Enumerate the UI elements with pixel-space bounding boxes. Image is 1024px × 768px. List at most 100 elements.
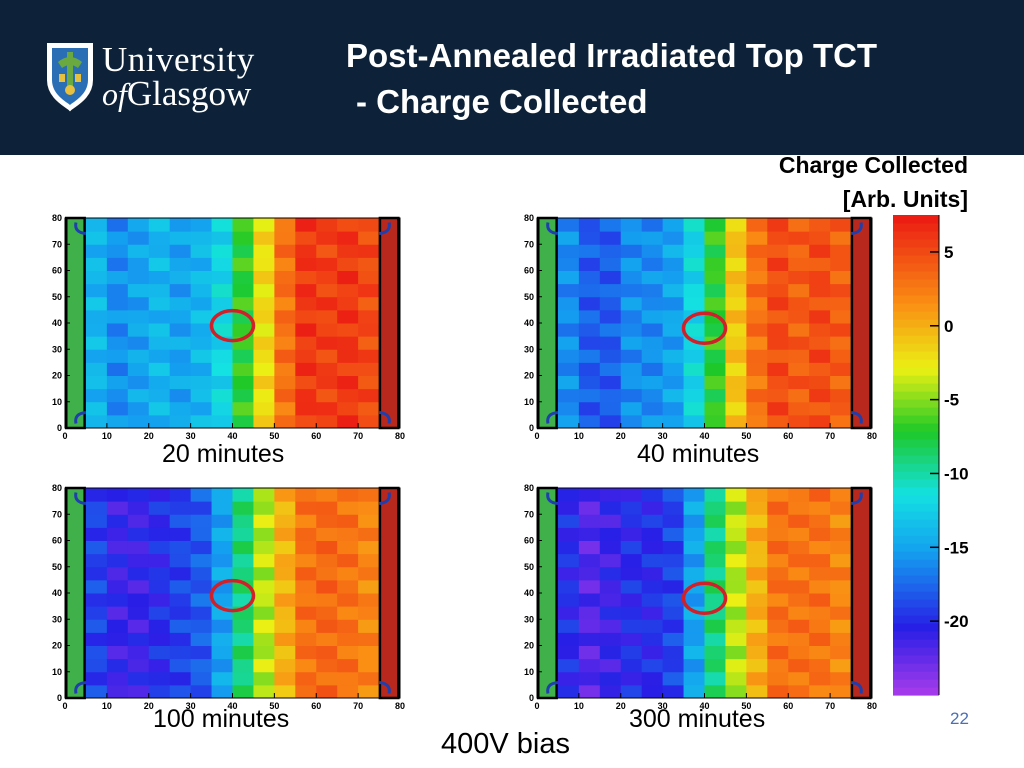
heatmap-cell — [169, 593, 192, 607]
heatmap-cell — [788, 336, 810, 350]
heatmap-cell — [295, 257, 317, 271]
colorbar-step — [893, 639, 939, 648]
heatmap-cell — [316, 375, 338, 390]
heatmap-cell — [190, 257, 213, 271]
heatmap-cell — [704, 632, 726, 646]
heatmap-cell — [85, 270, 108, 285]
heatmap-cell — [767, 309, 789, 324]
heatmap-cell — [830, 671, 852, 686]
heatmap-cell — [620, 593, 643, 607]
heatmap-cell — [85, 257, 108, 271]
heatmap-cell — [253, 323, 275, 337]
heatmap-cell — [211, 645, 233, 660]
heatmap-cell — [599, 244, 622, 258]
heatmap-cell — [620, 658, 643, 673]
heatmap-cell — [767, 257, 789, 271]
heatmap-cell — [620, 349, 643, 363]
x-tick-label: 40 — [699, 431, 709, 441]
heatmap-cell — [295, 540, 317, 555]
heatmap-cell — [85, 579, 108, 594]
heatmap-cell — [148, 527, 171, 541]
heatmap-cell — [746, 527, 768, 541]
heatmap-cell — [190, 632, 213, 646]
heatmap-cell — [106, 349, 129, 363]
heatmap-cell — [683, 323, 705, 337]
colorbar-step — [893, 407, 939, 416]
heatmap-cell — [830, 658, 852, 673]
heatmap-cell — [767, 414, 789, 429]
heatmap-cell — [599, 619, 622, 633]
heatmap-cell — [599, 606, 622, 620]
heatmap-cell — [662, 501, 685, 515]
heatmap-cell — [337, 579, 359, 594]
heatmap-cell — [599, 553, 622, 568]
heatmap-cell — [274, 257, 296, 271]
heatmap-cell — [190, 540, 213, 555]
heatmap-cell — [358, 606, 380, 620]
heatmap-cell — [295, 388, 317, 403]
heatmap-cell — [190, 658, 213, 673]
heatmap-cell — [169, 323, 192, 337]
heatmap-cell — [557, 527, 580, 541]
heatmap-cell — [746, 514, 768, 528]
x-tick-label: 0 — [62, 701, 67, 711]
heatmap-cell — [253, 231, 275, 245]
heatmap-cell — [358, 619, 380, 633]
x-tick-label: 80 — [867, 431, 877, 441]
heatmap-cell — [358, 684, 380, 699]
heatmap-cell — [767, 488, 789, 502]
heatmap-cell — [662, 593, 685, 607]
colorbar-step — [893, 607, 939, 616]
heatmap-cell — [232, 684, 254, 699]
y-tick-label: 30 — [524, 344, 534, 354]
heatmap-cell — [358, 514, 380, 528]
colorbar-step — [893, 687, 939, 696]
heatmap-cell — [767, 540, 789, 555]
colorbar-step — [893, 343, 939, 352]
heatmap-cell — [211, 362, 233, 376]
heatmap-cell — [599, 527, 622, 541]
colorbar-step — [893, 455, 939, 464]
heatmap-cell — [578, 309, 601, 324]
heatmap-cell — [557, 362, 580, 376]
heatmap-cell — [127, 606, 150, 620]
heatmap-cell — [767, 349, 789, 363]
heatmap-cell — [641, 375, 664, 390]
heatmap-cell — [641, 606, 664, 620]
caption-300-minutes: 300 minutes — [629, 705, 766, 733]
y-tick-label: 20 — [524, 371, 534, 381]
heatmap-cell — [169, 540, 192, 555]
heatmap-cell — [211, 671, 233, 686]
heatmap-cell — [295, 401, 317, 416]
heatmap-cell — [767, 231, 789, 245]
heatmap-cell — [85, 283, 108, 298]
x-tick-label: 20 — [616, 431, 626, 441]
x-tick-label: 30 — [658, 431, 668, 441]
corner-arc — [378, 222, 391, 235]
x-tick-label: 0 — [534, 701, 539, 711]
heatmap-cell — [725, 257, 747, 271]
heatmap-cell — [358, 671, 380, 686]
heatmap-cell — [704, 323, 726, 337]
heatmap-cell — [148, 231, 171, 245]
heatmap-cell — [788, 414, 810, 429]
heatmap-cell — [106, 309, 129, 324]
heatmap-cell — [578, 514, 601, 528]
heatmap-cell — [599, 257, 622, 271]
y-tick-label: 40 — [52, 588, 62, 598]
y-tick-label: 30 — [524, 614, 534, 624]
heatmap-cell — [295, 579, 317, 594]
heatmap-cell — [578, 414, 601, 429]
heatmap-cell — [127, 375, 150, 390]
x-tick-label: 70 — [825, 431, 835, 441]
heatmap-cell — [599, 388, 622, 403]
heatmap-cell — [578, 632, 601, 646]
heatmap-cell — [725, 218, 747, 232]
heatmap-cell — [127, 684, 150, 699]
heatmap-cell — [211, 527, 233, 541]
colorbar-step — [893, 503, 939, 512]
heatmap-cell — [788, 501, 810, 515]
x-tick-label: 80 — [867, 701, 877, 711]
heatmap-cell — [557, 388, 580, 403]
heatmap-cell — [725, 553, 747, 568]
